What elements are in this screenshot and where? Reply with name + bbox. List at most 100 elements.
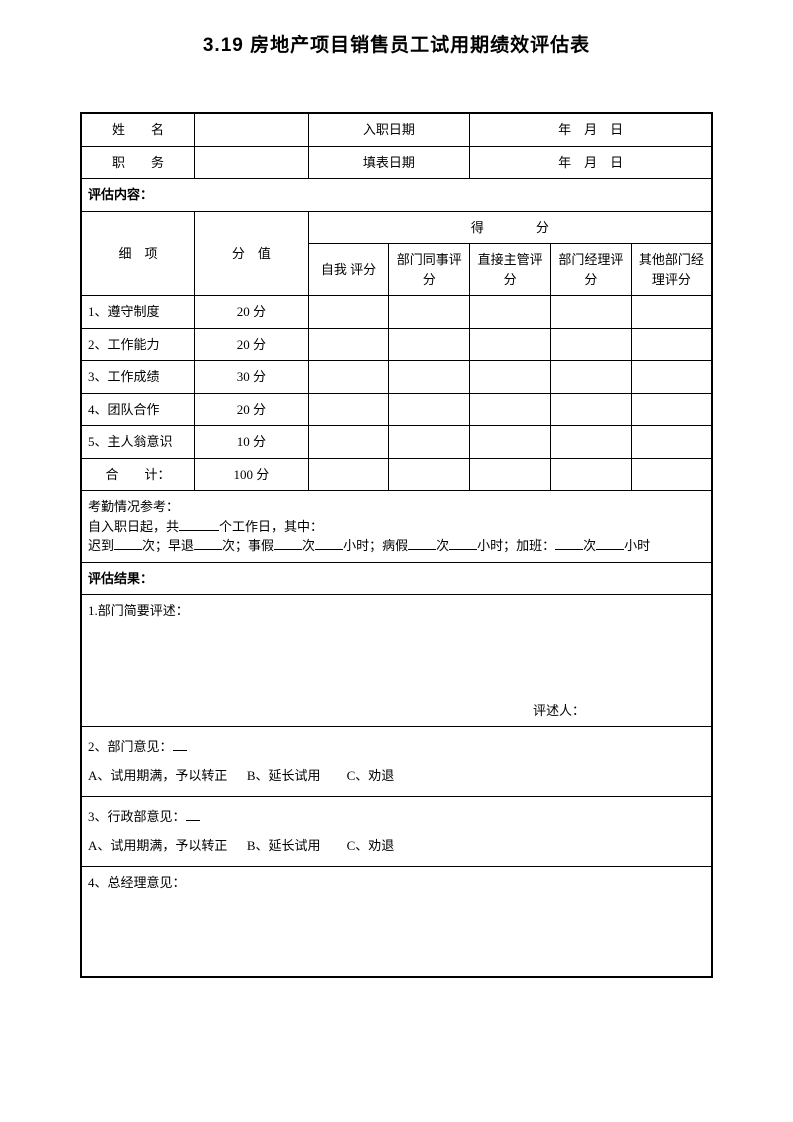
option-c[interactable]: C、劝退 [347, 768, 395, 783]
dept-review-section: 1.部门简要评述： 评述人： [81, 595, 712, 727]
name-label: 姓 名 [81, 113, 195, 146]
join-date-label: 入职日期 [308, 113, 470, 146]
total-label: 合 计： [81, 458, 195, 491]
reviewer-label: 评述人： [88, 701, 705, 721]
score-cell[interactable] [389, 361, 470, 394]
item-header: 细 项 [81, 211, 195, 296]
score-cell[interactable] [470, 393, 551, 426]
position-label: 职 务 [81, 146, 195, 179]
attendance-text: 迟到 [88, 538, 114, 553]
dept-opinion-section: 2、部门意见： A、试用期满，予以转正 B、延长试用 C、劝退 [81, 727, 712, 797]
dept-opinion-label: 2、部门意见： [88, 739, 173, 754]
rater-peer: 部门同事评 分 [389, 244, 470, 296]
attendance-ref-label: 考勤情况参考： [88, 499, 179, 514]
option-a[interactable]: A、试用期满，予以转正 [88, 838, 227, 853]
score-cell[interactable] [631, 328, 712, 361]
score-cell[interactable] [389, 426, 470, 459]
score-cell[interactable] [631, 296, 712, 329]
join-date-field[interactable]: 年 月 日 [470, 113, 712, 146]
attendance-text: 自入职日起，共 [88, 519, 179, 534]
gm-opinion-label: 4、总经理意见： [88, 875, 186, 890]
attendance-text: 次；早退 [142, 538, 194, 553]
evaluation-form: 姓 名 入职日期 年 月 日 职 务 填表日期 年 月 日 评估内容： 细 项 … [80, 112, 713, 978]
score-cell[interactable] [631, 361, 712, 394]
criteria-score: 10 分 [195, 426, 309, 459]
dept-opinion-blank[interactable] [173, 737, 187, 751]
score-cell[interactable] [470, 426, 551, 459]
score-cell[interactable] [308, 426, 389, 459]
sick-leave-hours-blank[interactable] [449, 536, 477, 550]
option-a[interactable]: A、试用期满，予以转正 [88, 768, 227, 783]
score-cell[interactable] [308, 296, 389, 329]
score-header: 分 值 [195, 211, 309, 296]
earlyleave-blank[interactable] [194, 536, 222, 550]
sick-leave-times-blank[interactable] [408, 536, 436, 550]
score-cell[interactable] [550, 458, 631, 491]
criteria-score: 20 分 [195, 328, 309, 361]
score-cell[interactable] [308, 393, 389, 426]
criteria-score: 30 分 [195, 361, 309, 394]
overtime-times-blank[interactable] [555, 536, 583, 550]
score-cell[interactable] [550, 361, 631, 394]
personal-leave-hours-blank[interactable] [315, 536, 343, 550]
ratings-header: 得 分 [308, 211, 712, 244]
fill-date-field[interactable]: 年 月 日 [470, 146, 712, 179]
name-field[interactable] [195, 113, 309, 146]
attendance-text: 小时 [624, 538, 650, 553]
attendance-text: 次 [302, 538, 315, 553]
workdays-blank[interactable] [179, 517, 219, 531]
overtime-hours-blank[interactable] [596, 536, 624, 550]
score-cell[interactable] [631, 393, 712, 426]
total-score: 100 分 [195, 458, 309, 491]
score-cell[interactable] [470, 361, 551, 394]
fill-date-label: 填表日期 [308, 146, 470, 179]
criteria-name: 4、团队合作 [81, 393, 195, 426]
criteria-score: 20 分 [195, 393, 309, 426]
admin-opinion-blank[interactable] [186, 807, 200, 821]
score-cell[interactable] [308, 328, 389, 361]
attendance-text: 次；事假 [222, 538, 274, 553]
option-c[interactable]: C、劝退 [347, 838, 395, 853]
personal-leave-times-blank[interactable] [274, 536, 302, 550]
attendance-section: 考勤情况参考： 自入职日起，共 个工作日，其中： 迟到 次；早退 次；事假 次 小时；病假… [81, 491, 712, 563]
score-cell[interactable] [550, 426, 631, 459]
attendance-text: 次 [583, 538, 596, 553]
score-cell[interactable] [550, 328, 631, 361]
rater-self: 自我 评分 [308, 244, 389, 296]
score-cell[interactable] [631, 426, 712, 459]
late-blank[interactable] [114, 536, 142, 550]
attendance-text: 小时；加班： [477, 538, 555, 553]
rater-supervisor: 直接主管评 分 [470, 244, 551, 296]
option-b[interactable]: B、延长试用 [247, 768, 321, 783]
attendance-text: 次 [436, 538, 449, 553]
score-cell[interactable] [308, 458, 389, 491]
score-cell[interactable] [470, 296, 551, 329]
score-cell[interactable] [308, 361, 389, 394]
score-cell[interactable] [550, 296, 631, 329]
gm-opinion-section: 4、总经理意见： [81, 867, 712, 977]
criteria-name: 1、遵守制度 [81, 296, 195, 329]
dept-review-blank[interactable] [88, 621, 705, 701]
score-cell[interactable] [470, 328, 551, 361]
criteria-name: 5、主人翁意识 [81, 426, 195, 459]
score-cell[interactable] [389, 296, 470, 329]
score-cell[interactable] [470, 458, 551, 491]
eval-content-header: 评估内容： [81, 179, 712, 212]
score-cell[interactable] [389, 328, 470, 361]
option-b[interactable]: B、延长试用 [247, 838, 321, 853]
criteria-name: 2、工作能力 [81, 328, 195, 361]
position-field[interactable] [195, 146, 309, 179]
page-title: 3.19 房地产项目销售员工试用期绩效评估表 [80, 30, 713, 57]
admin-opinion-label: 3、行政部意见： [88, 809, 186, 824]
score-cell[interactable] [550, 393, 631, 426]
score-cell[interactable] [389, 393, 470, 426]
criteria-score: 20 分 [195, 296, 309, 329]
score-cell[interactable] [389, 458, 470, 491]
admin-opinion-section: 3、行政部意见： A、试用期满，予以转正 B、延长试用 C、劝退 [81, 797, 712, 867]
dept-review-label: 1.部门简要评述： [88, 601, 705, 621]
attendance-text: 个工作日，其中： [219, 519, 323, 534]
score-cell[interactable] [631, 458, 712, 491]
attendance-text: 小时；病假 [343, 538, 408, 553]
result-header: 评估结果： [81, 562, 712, 595]
criteria-name: 3、工作成绩 [81, 361, 195, 394]
